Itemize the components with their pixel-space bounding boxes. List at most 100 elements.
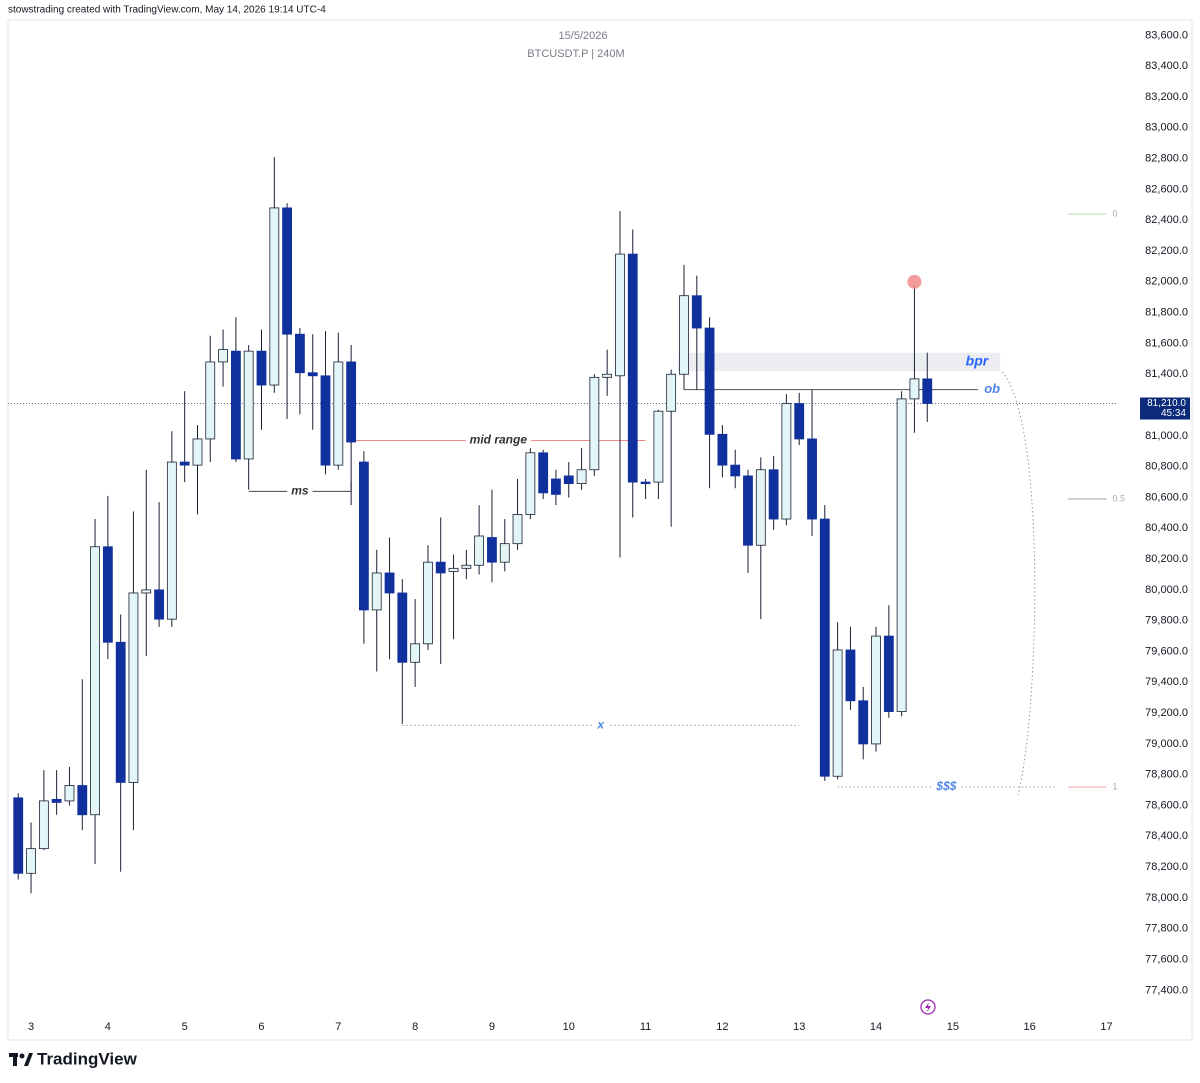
y-tick-label: 82,800.0 (1145, 153, 1188, 165)
candle-body (243, 350, 254, 460)
candle-body (269, 207, 280, 386)
y-tick-label: 82,200.0 (1145, 245, 1188, 257)
candle-body (525, 452, 536, 515)
arrow-curve (1001, 371, 1036, 796)
marker (907, 274, 922, 289)
candle-body (90, 546, 100, 816)
y-tick-label: 79,600.0 (1145, 645, 1188, 657)
candle-body (77, 785, 88, 816)
candle-body (115, 641, 126, 783)
candle-body (461, 564, 472, 569)
candle-body (794, 403, 805, 440)
x-tick-label: 12 (716, 1021, 728, 1033)
candle-body (691, 295, 702, 329)
x-tick-label: 16 (1024, 1021, 1036, 1033)
last-price-box (1140, 397, 1190, 420)
x-tick-label: 11 (640, 1021, 651, 1033)
y-tick-label: 80,200.0 (1145, 553, 1188, 565)
candle-body (128, 592, 139, 783)
y-tick-label: 81,800.0 (1145, 307, 1188, 319)
candle-body (819, 518, 830, 777)
candle-body (205, 361, 216, 440)
y-tick-label: 83,200.0 (1145, 91, 1188, 103)
icon (920, 999, 936, 1015)
candle-body (218, 349, 228, 363)
label-bg (593, 717, 609, 734)
candle-body (282, 207, 292, 335)
y-tick-label: 81,400.0 (1145, 368, 1188, 380)
y-tick-label: 77,400.0 (1145, 984, 1188, 996)
candle-body (474, 535, 485, 566)
candle-body (538, 452, 549, 494)
candle-body (602, 373, 613, 378)
candle-body (627, 253, 638, 483)
x-tick-label: 15 (947, 1021, 959, 1033)
candle-body (666, 373, 677, 412)
candle-body (51, 798, 62, 803)
y-tick-label: 78,400.0 (1145, 830, 1188, 842)
chart-date: 15/5/2026 (559, 30, 608, 42)
candle-body (397, 592, 408, 663)
candle-body (320, 375, 331, 466)
x-tick-label: 3 (28, 1021, 34, 1033)
candle-body (615, 253, 625, 377)
x-tick-label: 13 (793, 1021, 805, 1033)
y-tick-label: 83,400.0 (1145, 60, 1188, 72)
candle-body (435, 561, 446, 574)
candle-body (448, 567, 459, 572)
candle-body (871, 635, 881, 745)
candle-body (679, 295, 689, 375)
candle-body (358, 461, 369, 611)
countdown: 45:34 (1161, 408, 1186, 419)
candle-body (13, 797, 24, 874)
candle-body (64, 785, 75, 802)
logo-icon (19, 1053, 25, 1059)
candle-body (410, 643, 421, 663)
chart-frame (7, 19, 1193, 1041)
x-tick-label: 17 (1100, 1021, 1112, 1033)
candle-body (883, 635, 894, 712)
candle-body (563, 475, 574, 485)
y-tick-label: 79,200.0 (1145, 707, 1188, 719)
annotation-label: $$$ (935, 779, 956, 793)
icon (925, 1002, 931, 1012)
x-tick-label: 14 (870, 1021, 882, 1033)
zone (677, 352, 1001, 372)
y-tick-label: 78,600.0 (1145, 799, 1188, 811)
candle-body (487, 537, 497, 563)
candle-body (346, 361, 357, 443)
label-bg (465, 432, 532, 449)
header: stowstrading created with TradingView.co… (8, 5, 326, 16)
candle-body (512, 514, 523, 545)
candle-body (179, 461, 190, 466)
candle-body (653, 410, 664, 483)
candle-body (755, 469, 766, 546)
x-tick-label: 10 (563, 1021, 575, 1033)
x-tick-label: 4 (105, 1021, 111, 1033)
y-tick-label: 83,000.0 (1145, 122, 1188, 134)
candle-body (909, 378, 920, 400)
candle-body (845, 649, 856, 702)
y-tick-label: 81,000.0 (1145, 430, 1188, 442)
annotation-label: bpr (966, 353, 990, 369)
y-tick-label: 78,800.0 (1145, 769, 1188, 781)
candle-body (141, 589, 152, 594)
label-bg (287, 483, 313, 500)
candle-body (922, 378, 933, 404)
logo-icon (24, 1053, 33, 1066)
chart-symbol: BTCUSDT.P | 240M (527, 48, 624, 60)
y-tick-label: 82,600.0 (1145, 183, 1188, 195)
y-tick-label: 80,400.0 (1145, 522, 1188, 534)
candle-body (154, 589, 164, 620)
candle-body (38, 800, 49, 850)
x-tick-label: 9 (489, 1021, 495, 1033)
candle-body (858, 700, 869, 745)
candle-body (896, 398, 907, 712)
candle-body (551, 478, 561, 495)
y-tick-label: 79,800.0 (1145, 615, 1188, 627)
y-tick-label: 82,400.0 (1145, 214, 1188, 226)
candle-body (781, 403, 792, 520)
annotation-label: mid range (470, 433, 528, 447)
candle-body (807, 438, 817, 520)
